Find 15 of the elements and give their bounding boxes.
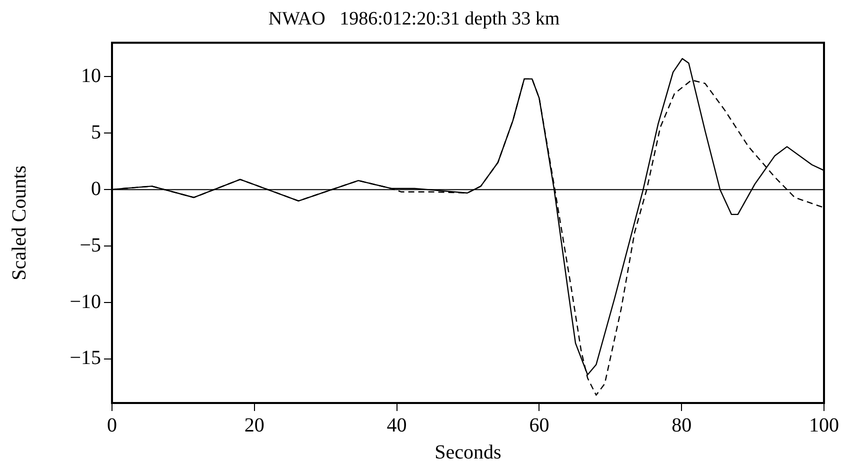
x-axis-title: Seconds bbox=[434, 441, 502, 464]
x-tick-label: 20 bbox=[244, 414, 264, 436]
x-tick-label: 60 bbox=[529, 414, 550, 436]
y-tick-label: −10 bbox=[70, 290, 101, 313]
y-tick-label: −5 bbox=[80, 234, 101, 256]
y-axis-title: Scaled Counts bbox=[8, 165, 30, 280]
x-tick-label: 40 bbox=[386, 414, 407, 436]
x-tick-label: 80 bbox=[672, 414, 692, 436]
y-tick-label: −15 bbox=[70, 347, 101, 370]
chart-title: NWAO 1986:012:20:31 depth 33 km bbox=[268, 8, 560, 30]
y-tick-label: 0 bbox=[91, 178, 101, 200]
x-tick-label: 100 bbox=[809, 414, 839, 436]
y-tick-label: 5 bbox=[91, 121, 101, 144]
x-tick-label: 0 bbox=[107, 414, 117, 436]
y-tick-label: 10 bbox=[81, 64, 101, 87]
